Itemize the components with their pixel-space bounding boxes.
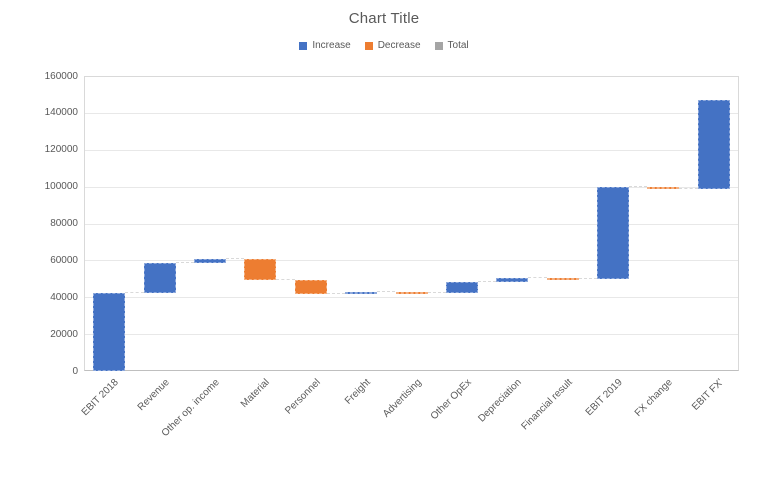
y-gridline — [84, 297, 739, 299]
x-axis-tick-label: Personnel — [282, 377, 323, 417]
y-axis-tick-label: 120000 — [44, 144, 78, 156]
legend-item-total[interactable]: Total — [434, 40, 469, 51]
y-axis-tick-label: 140000 — [44, 107, 78, 119]
increase-swatch-icon — [299, 41, 308, 50]
x-axis-tick-label: Other OpEx — [428, 377, 474, 423]
waterfall-connector-line — [629, 185, 648, 188]
y-gridline — [84, 223, 739, 225]
bar-revenue[interactable] — [143, 262, 176, 293]
bar-other-opex[interactable] — [445, 281, 478, 293]
y-gridline — [84, 112, 739, 114]
decrease-swatch-icon — [364, 41, 373, 50]
y-gridline — [84, 334, 739, 336]
chart-title: Chart Title — [348, 10, 420, 27]
x-axis-tick-label: EBIT 2019 — [583, 377, 625, 419]
chart-legend: Increase Decrease Total — [0, 40, 768, 51]
waterfall-connector-line — [175, 261, 194, 264]
bar-depreciation[interactable] — [496, 278, 529, 282]
x-axis-tick-label: Other op. income — [159, 377, 222, 440]
x-axis-tick-label: Revenue — [135, 377, 172, 414]
total-swatch-icon — [434, 41, 443, 50]
y-axis-tick-label: 60000 — [50, 254, 78, 266]
waterfall-connector-line — [477, 280, 497, 283]
x-axis-tick-label: EBIT 2018 — [79, 377, 121, 419]
waterfall-connector-line — [125, 291, 144, 294]
waterfall-connector-line — [377, 290, 396, 293]
waterfall-connector-line — [276, 278, 295, 281]
y-gridline — [84, 186, 739, 188]
x-axis-tick-label: Depreciation — [476, 377, 525, 425]
plot-border — [84, 76, 739, 371]
bar-ebit-2019[interactable] — [597, 186, 629, 279]
bar-other-op-income[interactable] — [194, 258, 226, 263]
x-axis-tick-label: Advertising — [380, 377, 424, 420]
x-axis-tick-label: FX change — [633, 377, 676, 419]
waterfall-connector-line — [528, 277, 547, 279]
y-axis-tick-label: 20000 — [50, 328, 78, 340]
x-axis-tick-label: Freight — [343, 377, 373, 407]
bar-material[interactable] — [244, 258, 277, 280]
waterfall-connector-line — [427, 291, 446, 294]
y-axis-tick-label: 100000 — [44, 181, 78, 193]
waterfall-connector-line — [679, 187, 698, 190]
legend-item-increase[interactable]: Increase — [299, 40, 351, 51]
bar-ebit-2018[interactable] — [93, 292, 126, 371]
bar-freight[interactable] — [345, 291, 378, 294]
y-axis-tick-label: 160000 — [44, 70, 78, 82]
y-gridline — [84, 149, 739, 151]
bar-fx-change[interactable] — [647, 186, 680, 189]
legend-label-total: Total — [447, 40, 469, 51]
bar-advertising[interactable] — [395, 291, 428, 294]
x-axis-tick-label: EBIT FX' — [689, 377, 726, 413]
bar-financial-result[interactable] — [546, 278, 579, 281]
waterfall-connector-line — [578, 278, 598, 280]
y-axis-tick-label: 80000 — [50, 218, 78, 229]
waterfall-connector-line — [226, 257, 245, 260]
bar-personnel[interactable] — [294, 279, 327, 294]
bar-ebit-fx-[interactable] — [697, 100, 730, 189]
legend-label-decrease: Decrease — [377, 40, 421, 51]
waterfall-connector-line — [326, 292, 346, 295]
y-gridline — [84, 260, 739, 262]
legend-label-increase: Increase — [312, 40, 351, 51]
y-axis-tick-label: 0 — [72, 365, 78, 377]
legend-item-decrease[interactable]: Decrease — [364, 40, 421, 51]
x-axis-tick-label: Material — [239, 377, 273, 410]
x-axis-tick-label: Financial result — [519, 377, 575, 433]
y-axis-tick-label: 40000 — [50, 291, 78, 303]
